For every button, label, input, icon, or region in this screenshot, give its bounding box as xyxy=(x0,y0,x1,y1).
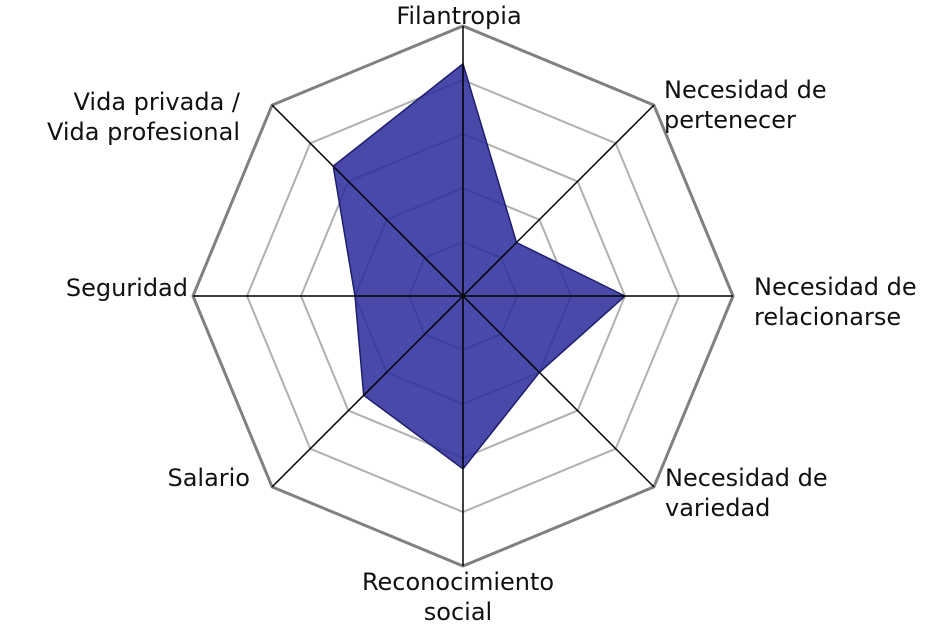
axis-line-salario xyxy=(271,295,464,488)
axis-label-line: Vida privada / xyxy=(74,88,241,116)
axis-label-line: Seguridad xyxy=(66,274,188,302)
axis-label-necesidad_pertenecer: Necesidad de pertenecer xyxy=(664,76,827,134)
axis-label-line: pertenecer xyxy=(664,106,796,134)
axis-label-seguridad: Seguridad xyxy=(66,274,188,302)
axis-lines xyxy=(193,26,733,566)
axis-line-necesidad_pertenecer xyxy=(462,104,655,297)
axis-label-salario: Salario xyxy=(167,464,250,492)
axis-label-necesidad_relacionarse: Necesidad de relacionarse xyxy=(754,273,917,331)
axis-label-line: Filantropia xyxy=(396,2,521,30)
axis-label-line: Necesidad de xyxy=(665,464,828,492)
series-polygon-0 xyxy=(332,62,627,470)
axis-label-line: Vida profesional xyxy=(47,118,240,146)
axis-label-necesidad_variedad: Necesidad de variedad xyxy=(665,464,828,522)
axis-label-filantropia: Filantropia xyxy=(396,2,521,30)
axis-label-line: social xyxy=(424,598,492,626)
axis-label-line: Salario xyxy=(167,464,250,492)
axis-label-line: variedad xyxy=(665,494,770,522)
series-area xyxy=(332,62,627,470)
axis-label-line: Reconocimiento xyxy=(362,568,554,596)
axis-label-line: relacionarse xyxy=(754,303,901,331)
axis-label-line: Necesidad de xyxy=(754,273,917,301)
axis-label-reconocimiento_social: Reconocimiento social xyxy=(362,568,554,626)
axis-label-line: Necesidad de xyxy=(664,76,827,104)
axis-label-vida_privada_profesional: Vida privada / Vida profesional xyxy=(47,88,241,146)
axis-line-vida_privada_profesional xyxy=(271,104,464,297)
axis-line-necesidad_variedad xyxy=(462,295,655,488)
